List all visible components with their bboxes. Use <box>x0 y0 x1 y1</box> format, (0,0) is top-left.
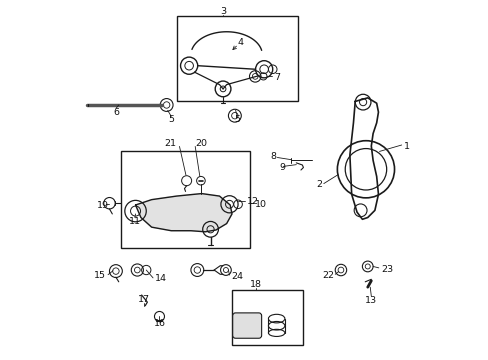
Text: 16: 16 <box>153 319 165 328</box>
Text: 23: 23 <box>380 265 392 274</box>
Text: 6: 6 <box>113 108 119 117</box>
Text: 9: 9 <box>279 163 285 172</box>
Text: 11: 11 <box>128 217 141 226</box>
FancyBboxPatch shape <box>232 313 261 338</box>
Text: 15: 15 <box>94 271 106 280</box>
Text: 12: 12 <box>246 197 259 206</box>
Text: 7: 7 <box>273 73 279 82</box>
Text: 2: 2 <box>316 180 322 189</box>
Text: 21: 21 <box>164 139 176 148</box>
Text: 5: 5 <box>234 116 240 125</box>
Text: 19: 19 <box>97 201 108 210</box>
Text: 14: 14 <box>154 274 166 283</box>
Bar <box>121 152 249 248</box>
Text: 22: 22 <box>321 271 333 280</box>
Text: 3: 3 <box>220 7 225 16</box>
Text: 20: 20 <box>195 139 207 148</box>
Text: 13: 13 <box>365 296 377 305</box>
Text: 10: 10 <box>255 200 266 209</box>
Text: 8: 8 <box>270 152 276 161</box>
Text: 17: 17 <box>138 295 149 304</box>
Polygon shape <box>135 194 231 232</box>
Text: 1: 1 <box>403 141 408 150</box>
Text: 18: 18 <box>249 280 262 289</box>
Text: 4: 4 <box>238 38 244 47</box>
Text: 24: 24 <box>230 272 243 281</box>
Bar <box>176 16 298 102</box>
Text: 5: 5 <box>168 116 174 125</box>
Bar <box>231 290 303 345</box>
